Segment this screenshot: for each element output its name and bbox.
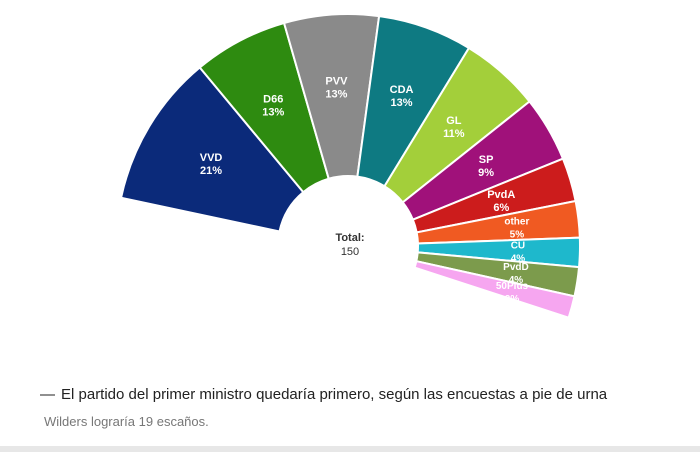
slice-label-pvda: PvdA — [487, 189, 515, 201]
slice-label-gl: GL — [446, 115, 462, 127]
slice-pct-vvd: 21% — [200, 165, 222, 177]
slice-pct-gl: 11% — [443, 128, 465, 140]
caption-dash: — — [40, 386, 55, 403]
chart-caption: — El partido del primer ministro quedaría… — [40, 386, 607, 403]
slice-pct-cda: 13% — [391, 97, 413, 109]
slice-label-50plus: 50Plus — [496, 281, 529, 292]
slice-pct-cu: 4% — [511, 254, 526, 265]
slice-pct-sp: 9% — [478, 167, 494, 179]
total-value: 150 — [341, 246, 359, 258]
slice-label-cu: CU — [511, 241, 525, 252]
slice-label-pvv: PVV — [325, 75, 348, 87]
slice-pct-pvv: 13% — [325, 88, 347, 100]
slice-pct-pvda: 6% — [493, 202, 509, 214]
slice-pct-50plus: 3% — [505, 294, 520, 305]
slice-vvd — [119, 66, 305, 233]
slice-pct-other: 5% — [510, 229, 525, 240]
slice-50plus — [413, 259, 576, 319]
slice-label-d66: D66 — [263, 94, 283, 106]
bottom-divider — [0, 446, 700, 452]
caption-subline: Wilders lograría 19 escaños. — [44, 414, 209, 429]
slice-pct-d66: 13% — [262, 107, 284, 119]
slice-label-pvdd: PvdD — [503, 262, 529, 273]
slice-pct-pvdd: 4% — [509, 275, 524, 286]
caption-headline: El partido del primer ministro quedaría … — [61, 386, 608, 403]
slice-label-vvd: VVD — [200, 152, 223, 164]
slice-label-other: other — [504, 216, 529, 227]
center-hole — [280, 178, 416, 314]
slice-label-sp: SP — [479, 154, 494, 166]
total-label: Total: — [335, 232, 364, 244]
slice-label-cda: CDA — [390, 84, 414, 96]
